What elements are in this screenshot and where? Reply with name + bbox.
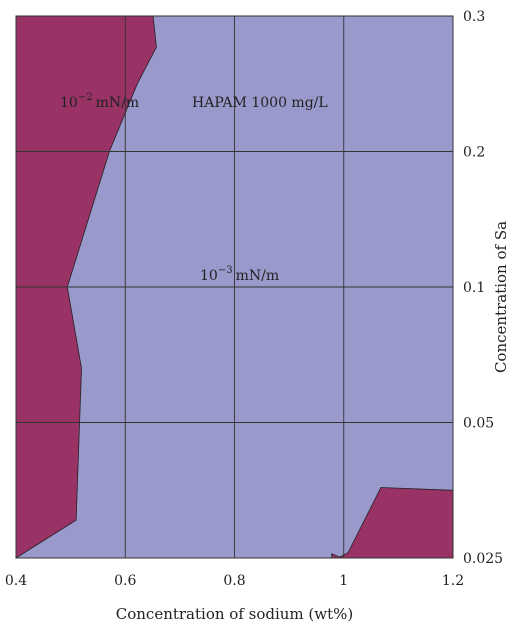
x-axis-title: Concentration of sodium (wt%) [116,605,354,623]
x-tick-label: 0.4 [5,573,27,589]
annotation-label: 10−2 mN/m [60,92,139,111]
y-tick-label: 0.2 [463,145,485,161]
grid [16,16,453,558]
y-axis-title: Concentration of Sa [492,221,510,373]
x-axis-ticks: 0.4 0.6 0.8 1 1.2 [5,573,464,589]
y-tick-label: 0.1 [463,280,485,296]
x-tick-label: 0.8 [223,573,245,589]
x-tick-label: 1 [339,573,348,589]
annotation-label: 10−3 mN/m [200,265,279,284]
y-tick-label: 0.025 [463,551,503,567]
x-tick-label: 1.2 [442,573,464,589]
annotations: 10−2 mN/m HAPAM 1000 mg/L 10−3 mN/m [60,92,328,284]
x-tick-label: 0.6 [114,573,136,589]
y-tick-label: 0.3 [463,9,485,25]
annotation-label: HAPAM 1000 mg/L [192,95,328,111]
y-tick-label: 0.05 [463,416,494,432]
y-axis-ticks: 0.025 0.05 0.1 0.2 0.3 [463,9,503,567]
plot-frame [15,15,454,559]
